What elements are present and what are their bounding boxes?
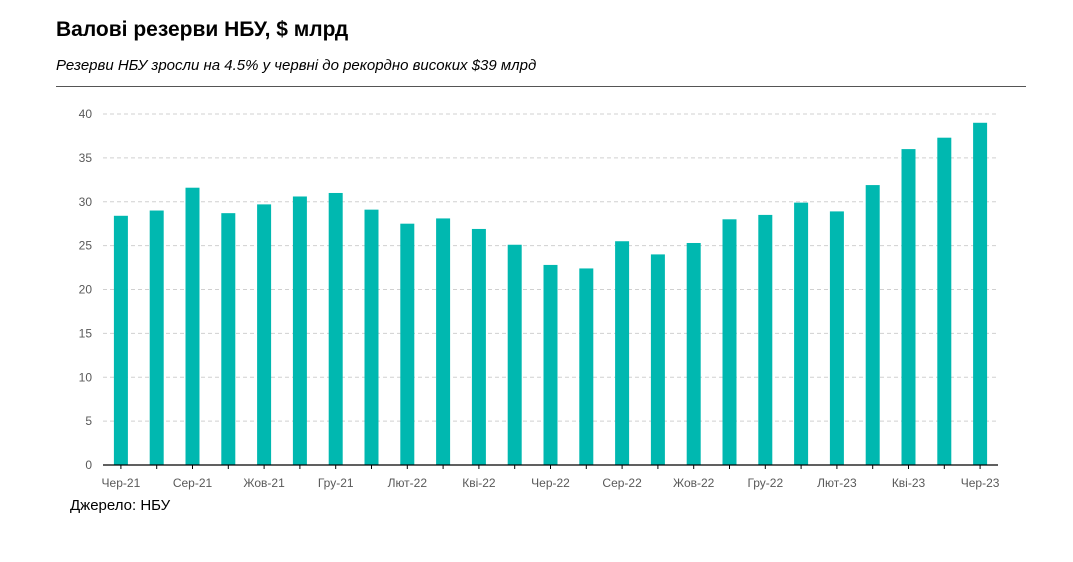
x-tick-label: Кві-22 [462,476,496,490]
bar-Січ-22 [364,209,379,465]
bar-Лис-22 [722,219,737,465]
chart-subtitle: Резерви НБУ зросли на 4.5% у червні до р… [56,57,537,74]
bar-Жов-21 [257,204,272,465]
y-tick-label: 35 [79,151,93,165]
x-tick-label: Лют-23 [817,476,857,490]
bar-Кві-23 [901,149,916,465]
bar-Вер-22 [650,254,665,465]
bar-Лют-23 [829,211,844,465]
bar-Вер-21 [221,213,236,465]
x-tick-label: Кві-23 [892,476,926,490]
bar-Гру-21 [328,192,343,465]
y-tick-label: 15 [79,326,93,340]
bar-Гру-22 [758,214,773,465]
bar-Сер-22 [615,241,630,465]
y-tick-label: 40 [79,107,93,121]
x-tick-label: Гру-22 [747,476,783,490]
bar-Кві-22 [471,228,486,465]
x-tick-label: Чер-23 [961,476,1000,490]
y-tick-label: 30 [79,195,93,209]
bar-Чер-22 [543,264,558,465]
y-tick-label: 20 [79,283,93,297]
y-tick-label: 25 [79,239,93,253]
bar-Чер-23 [973,122,988,466]
bar-Лис-21 [292,196,307,466]
source-note: Джерело: НБУ [70,497,171,514]
x-tick-label: Чер-21 [102,476,141,490]
x-tick-label: Сер-21 [173,476,213,490]
x-tick-label: Жов-22 [673,476,715,490]
bar-Січ-23 [794,202,809,465]
bar-Лип-22 [579,268,594,465]
x-tick-label: Жов-21 [243,476,285,490]
x-tick-label: Чер-22 [531,476,570,490]
bar-Бер-23 [865,185,880,465]
x-tick-label: Лют-22 [388,476,428,490]
y-tick-label: 0 [85,458,92,472]
x-tick-label: Гру-21 [318,476,354,490]
bar-Чер-21 [113,215,128,465]
y-tick-label: 5 [85,414,92,428]
y-tick-label: 10 [79,370,93,384]
bar-Бер-22 [436,218,451,465]
bar-Лют-22 [400,223,415,465]
bar-Тра-23 [937,137,952,465]
chart-title: Валові резерви НБУ, $ млрд [56,18,349,41]
bar-Жов-22 [686,242,701,465]
header-divider [56,86,1026,87]
bar-Тра-22 [507,244,522,465]
bar-Лип-21 [149,210,164,465]
x-tick-label: Сер-22 [602,476,642,490]
bar-Сер-21 [185,187,200,465]
